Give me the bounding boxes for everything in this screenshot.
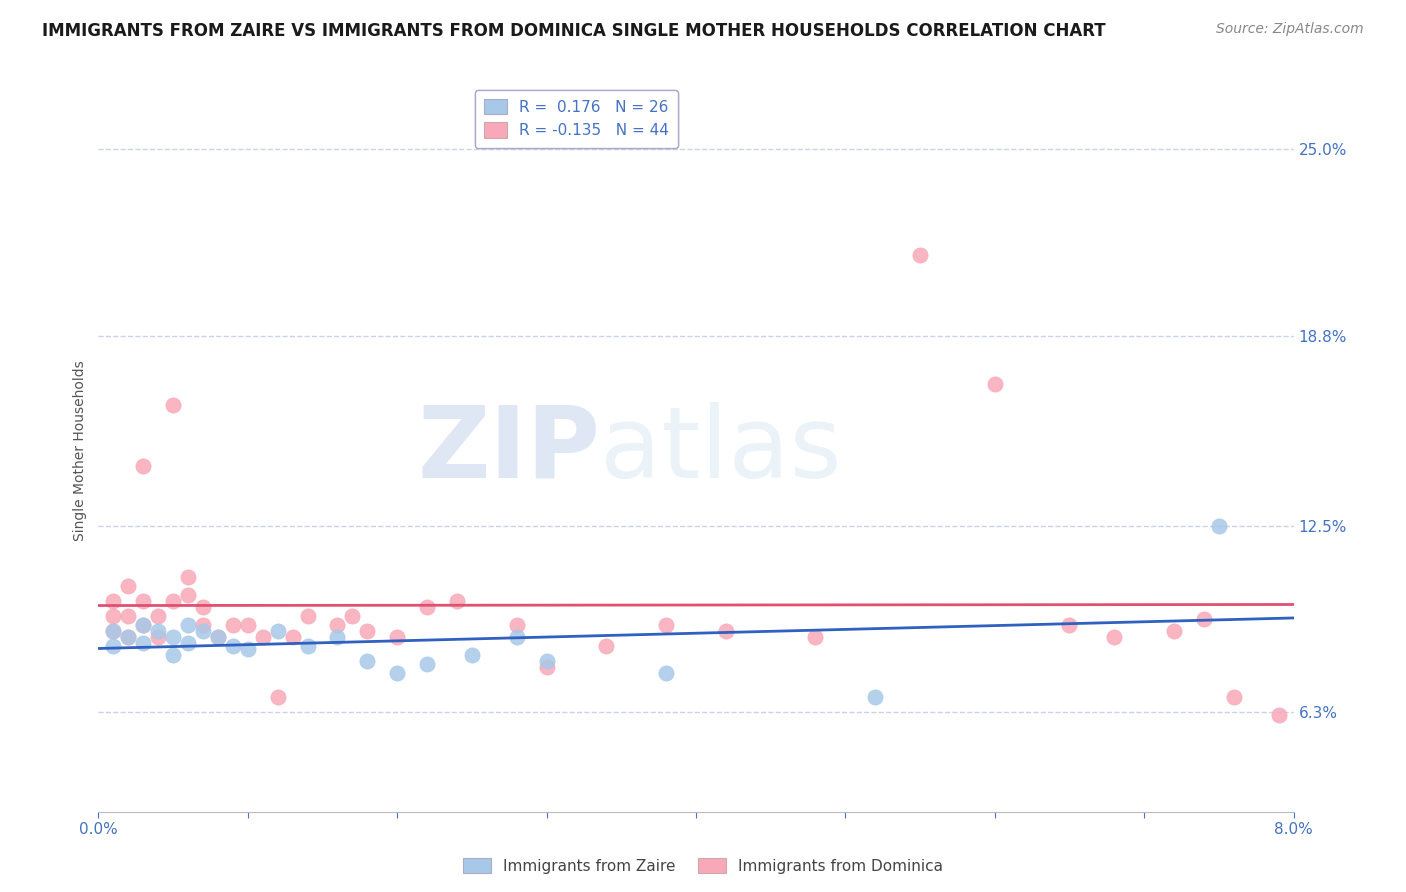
Point: [326, 618, 349, 632]
Point: [162, 594, 184, 608]
Point: [356, 624, 378, 639]
Point: [1104, 630, 1126, 644]
Point: [252, 630, 274, 644]
Y-axis label: Single Mother Households: Single Mother Households: [73, 360, 87, 541]
Point: [103, 624, 125, 639]
Point: [1059, 618, 1081, 632]
Point: [595, 639, 617, 653]
Point: [162, 630, 184, 644]
Point: [267, 624, 290, 639]
Point: [117, 609, 139, 624]
Point: [281, 630, 304, 644]
Text: Source: ZipAtlas.com: Source: ZipAtlas.com: [1216, 22, 1364, 37]
Point: [297, 609, 319, 624]
Legend: Immigrants from Zaire, Immigrants from Dominica: Immigrants from Zaire, Immigrants from D…: [457, 852, 949, 880]
Point: [191, 624, 214, 639]
Point: [385, 630, 409, 644]
Point: [865, 690, 887, 705]
Point: [326, 630, 349, 644]
Point: [177, 588, 200, 602]
Point: [132, 458, 155, 473]
Point: [536, 660, 558, 674]
Point: [1223, 690, 1246, 705]
Point: [132, 636, 155, 650]
Point: [446, 594, 468, 608]
Point: [162, 398, 184, 412]
Point: [1208, 518, 1230, 533]
Point: [804, 630, 827, 644]
Point: [342, 609, 364, 624]
Point: [461, 648, 484, 662]
Point: [177, 618, 200, 632]
Point: [103, 639, 125, 653]
Point: [177, 570, 200, 584]
Point: [714, 624, 737, 639]
Point: [148, 609, 170, 624]
Point: [1163, 624, 1185, 639]
Point: [297, 639, 319, 653]
Point: [416, 600, 439, 615]
Point: [207, 630, 229, 644]
Point: [356, 654, 378, 668]
Point: [103, 594, 125, 608]
Point: [655, 618, 678, 632]
Point: [191, 600, 214, 615]
Point: [267, 690, 290, 705]
Point: [117, 630, 139, 644]
Point: [655, 666, 678, 681]
Point: [177, 636, 200, 650]
Point: [1192, 612, 1215, 626]
Point: [222, 639, 245, 653]
Point: [506, 630, 529, 644]
Point: [103, 624, 125, 639]
Point: [132, 618, 155, 632]
Point: [191, 618, 214, 632]
Point: [222, 618, 245, 632]
Point: [117, 630, 139, 644]
Point: [236, 618, 259, 632]
Point: [117, 579, 139, 593]
Point: [132, 594, 155, 608]
Point: [908, 248, 931, 262]
Point: [536, 654, 558, 668]
Point: [207, 630, 229, 644]
Point: [162, 648, 184, 662]
Point: [148, 624, 170, 639]
Text: IMMIGRANTS FROM ZAIRE VS IMMIGRANTS FROM DOMINICA SINGLE MOTHER HOUSEHOLDS CORRE: IMMIGRANTS FROM ZAIRE VS IMMIGRANTS FROM…: [42, 22, 1105, 40]
Point: [103, 609, 125, 624]
Point: [148, 630, 170, 644]
Point: [416, 657, 439, 672]
Point: [984, 377, 1007, 392]
Point: [132, 618, 155, 632]
Text: atlas: atlas: [600, 402, 842, 499]
Point: [506, 618, 529, 632]
Text: ZIP: ZIP: [418, 402, 600, 499]
Point: [385, 666, 409, 681]
Legend: R =  0.176   N = 26, R = -0.135   N = 44: R = 0.176 N = 26, R = -0.135 N = 44: [475, 89, 678, 147]
Point: [1267, 708, 1289, 723]
Point: [236, 642, 259, 657]
